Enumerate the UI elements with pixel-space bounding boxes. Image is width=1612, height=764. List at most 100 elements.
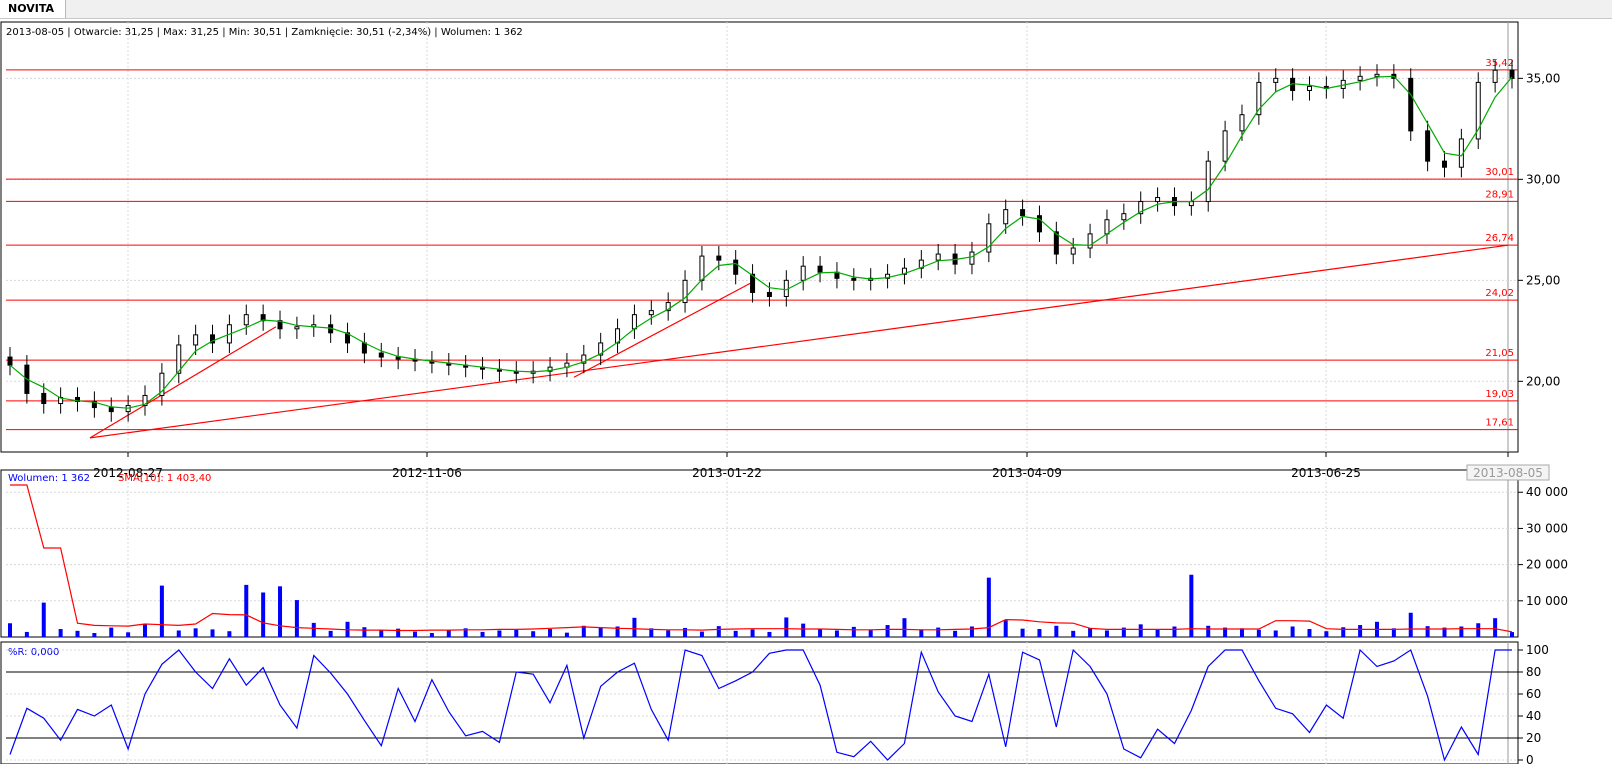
volume-bar	[1020, 628, 1025, 637]
volume-bar	[1459, 626, 1464, 637]
volume-bar	[227, 631, 232, 637]
volume-bar	[885, 625, 890, 637]
volume-bar	[1223, 627, 1228, 637]
candle-body	[142, 394, 148, 407]
candle-body	[1239, 114, 1245, 132]
volume-bar	[784, 617, 789, 637]
volume-bar	[969, 626, 974, 637]
candle-body	[581, 354, 587, 364]
volume-bar	[632, 617, 637, 637]
candle-body	[243, 314, 249, 326]
candle-body	[395, 356, 401, 360]
level-label: 35,42	[1485, 58, 1514, 69]
panel-frame-2	[0, 641, 1519, 764]
candle-body	[1357, 75, 1363, 81]
volume-bar	[497, 630, 502, 637]
volume-bar	[615, 626, 620, 637]
volume-bar	[109, 627, 114, 637]
y-tick-label: 30,00	[1526, 172, 1560, 186]
price-sma-line	[9, 75, 1513, 409]
candle-body	[91, 401, 97, 409]
candle-body	[193, 334, 199, 346]
candle-body	[631, 314, 637, 330]
level-label: 30,01	[1485, 167, 1514, 178]
volume-bar	[1273, 630, 1278, 637]
x-tick-label: 2012-08-27	[93, 466, 163, 480]
candle-body	[176, 344, 182, 374]
volume-bar	[1358, 625, 1363, 637]
candle-body	[277, 320, 283, 330]
tab-novita[interactable]: NOVITA	[0, 0, 66, 18]
volume-bar	[1391, 628, 1396, 637]
x-tick-label: 2012-11-06	[392, 466, 462, 480]
candle-body	[1374, 73, 1380, 77]
level-label: 28,91	[1485, 189, 1514, 200]
volume-bar	[210, 629, 215, 637]
volume-bar	[463, 628, 468, 637]
candle-body	[817, 265, 823, 273]
volume-bar	[1493, 618, 1498, 637]
volume-tick-label: 30 000	[1526, 521, 1568, 535]
volume-bar	[1003, 620, 1008, 637]
volume-bar	[767, 631, 772, 637]
volume-bar	[92, 633, 97, 637]
candle-body	[918, 259, 924, 269]
volume-bar	[176, 630, 181, 637]
volume-bar	[1476, 623, 1481, 637]
volume-bar	[1172, 626, 1177, 637]
candle-body	[1408, 77, 1414, 132]
candle-body	[1306, 85, 1312, 91]
volume-bar	[548, 629, 553, 637]
wr-tick-label: 20	[1526, 731, 1541, 745]
volume-bar	[1290, 626, 1295, 637]
volume-bar	[480, 631, 485, 637]
y-tick-label: 35,00	[1526, 71, 1560, 85]
volume-bar	[1239, 628, 1244, 637]
volume-bar	[413, 631, 418, 637]
x-tick-label: 2013-08-05	[1473, 466, 1543, 480]
volume-bar	[936, 627, 941, 637]
candle-body	[682, 279, 688, 304]
candle-body	[1205, 160, 1211, 203]
volume-bar	[1510, 632, 1514, 637]
candle-body	[108, 407, 114, 413]
wr-tick-label: 40	[1526, 709, 1541, 723]
volume-bar	[1408, 612, 1413, 637]
level-label: 21,05	[1485, 348, 1514, 359]
candle-body	[7, 356, 13, 366]
volume-bar	[126, 632, 131, 637]
volume-bar	[1071, 630, 1076, 637]
volume-bar	[953, 630, 958, 637]
panel-frame-0	[0, 21, 1519, 453]
candle-body	[665, 302, 671, 312]
candle-body	[648, 310, 654, 316]
candle-body	[260, 314, 266, 322]
volume-bar	[294, 600, 299, 637]
ohlc-info-bar: 2013-08-05 | Otwarcie: 31,25 | Max: 31,2…	[6, 27, 523, 38]
candle-body	[733, 259, 739, 275]
candle-body	[1121, 213, 1127, 221]
candle-body	[1104, 219, 1110, 235]
candle-body	[1222, 130, 1228, 162]
level-label: 17,61	[1485, 418, 1514, 429]
volume-bar	[531, 631, 536, 637]
level-label: 26,74	[1485, 233, 1514, 244]
volume-bar	[1341, 627, 1346, 637]
candle-body	[750, 273, 756, 293]
volume-bar	[750, 629, 755, 637]
candle-body	[885, 273, 891, 279]
trendline	[89, 244, 1509, 439]
tab-bar: NOVITA	[0, 0, 1612, 19]
volume-bar	[362, 627, 367, 637]
candle-body	[159, 372, 165, 396]
level-label: 19,03	[1485, 389, 1514, 400]
volume-bar	[193, 628, 198, 637]
volume-bar	[581, 625, 586, 637]
volume-bar	[24, 631, 29, 637]
volume-bar	[649, 628, 654, 637]
wr-line	[9, 648, 1512, 762]
volume-bar	[683, 627, 688, 637]
candle-body	[1492, 69, 1498, 83]
candle-body	[1087, 233, 1093, 249]
